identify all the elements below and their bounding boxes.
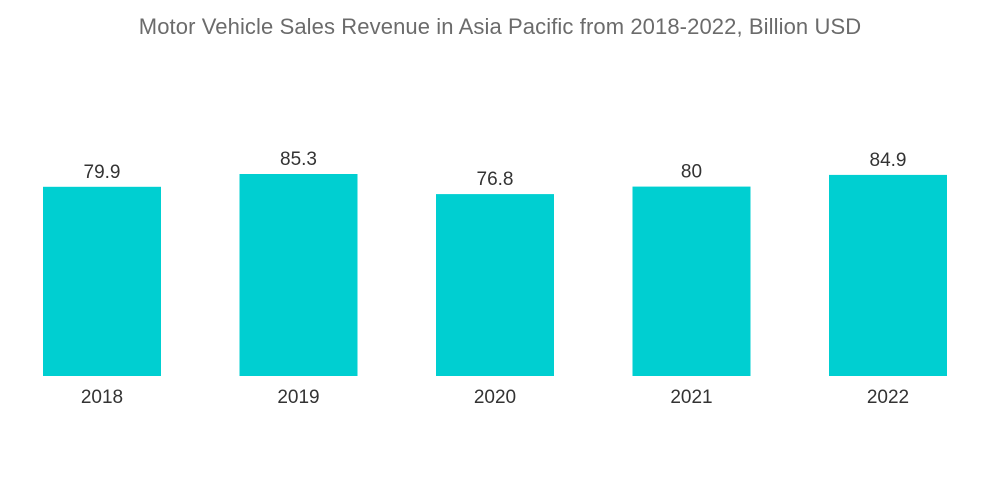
bar-2018 [43, 186, 161, 376]
bar-2020 [436, 194, 554, 376]
bar-2022 [829, 174, 947, 376]
x-tick-label-2021: 2021 [670, 387, 712, 408]
value-labels-layer: 79.9 85.3 76.8 80 84.9 [84, 149, 907, 190]
bar-2021 [632, 186, 751, 376]
value-label-2022: 84.9 [870, 150, 907, 171]
x-tick-label-2020: 2020 [474, 387, 516, 408]
value-label-2020: 76.8 [477, 169, 514, 190]
x-tick-label-2019: 2019 [277, 387, 319, 408]
x-tick-label-2022: 2022 [867, 387, 909, 408]
value-label-2019: 85.3 [280, 149, 317, 170]
bar-2019 [239, 174, 358, 376]
x-tick-label-2018: 2018 [81, 387, 123, 408]
x-axis-tick-labels: 2018 2019 2020 2021 2022 [81, 387, 909, 408]
value-label-2021: 80 [681, 162, 702, 183]
bars-layer [43, 174, 947, 376]
chart-title: Motor Vehicle Sales Revenue in Asia Paci… [138, 14, 862, 39]
value-label-2018: 79.9 [84, 162, 121, 183]
